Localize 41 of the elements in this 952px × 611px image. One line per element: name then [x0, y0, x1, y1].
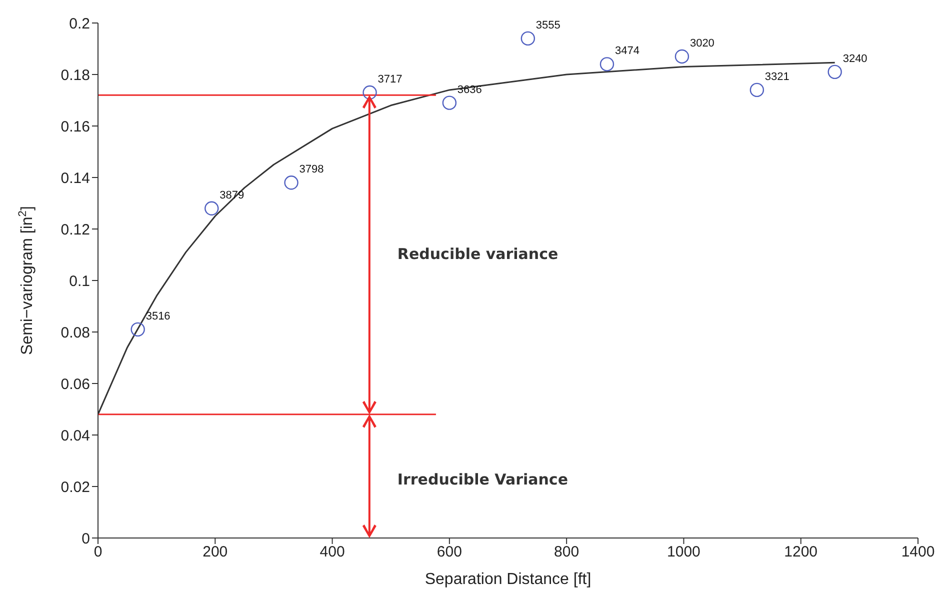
annotation: 3474	[614, 45, 640, 58]
annotation: Irreducible Variance	[397, 470, 568, 488]
y-tick-label: 0.12	[60, 221, 90, 238]
point	[828, 64, 842, 80]
y-tick-label: 0.06	[60, 376, 90, 393]
y-tick-label: 0.14	[60, 170, 90, 187]
x-tick-label: 600	[436, 544, 462, 561]
point	[750, 82, 764, 98]
point	[600, 57, 614, 72]
annotation: 3555	[536, 19, 560, 32]
point	[520, 31, 536, 46]
annotation: 3798	[299, 164, 324, 176]
point	[204, 201, 219, 216]
annotation: Reducible variance	[397, 244, 558, 263]
x-tick-label: 0	[94, 544, 102, 561]
x-tick-label: 800	[554, 544, 580, 561]
y-tick-label: 0.18	[60, 66, 90, 84]
point	[442, 96, 457, 110]
annotation: 3636	[457, 84, 482, 96]
y-tick-label: 0.04	[60, 427, 90, 444]
point	[130, 322, 145, 337]
x-tick-label: 200	[202, 544, 228, 561]
annotation: 3321	[764, 70, 790, 83]
x-tick-label: 1400	[901, 544, 935, 561]
y-tick-label: 0	[82, 530, 90, 548]
x-tick-label: 1000	[667, 544, 700, 561]
y-tick-label: 0.2	[69, 15, 90, 32]
y-tick-label: 0.16	[60, 118, 90, 136]
point	[674, 49, 690, 64]
point	[284, 176, 298, 190]
y-tick-label: 0.02	[60, 478, 90, 496]
annotation: 3020	[690, 37, 714, 50]
x-tick-label: 400	[320, 544, 345, 561]
annotation: 3516	[146, 310, 170, 322]
x-tick-label: 1200	[784, 544, 818, 561]
x-axis-title: Separation Distance [ft]	[424, 571, 592, 588]
y-tick-label: 0.08	[60, 324, 90, 342]
y-tick-label: 0.1	[69, 272, 90, 290]
point	[362, 85, 377, 100]
annotation: 3240	[842, 52, 868, 65]
annotation: 3717	[378, 74, 402, 86]
